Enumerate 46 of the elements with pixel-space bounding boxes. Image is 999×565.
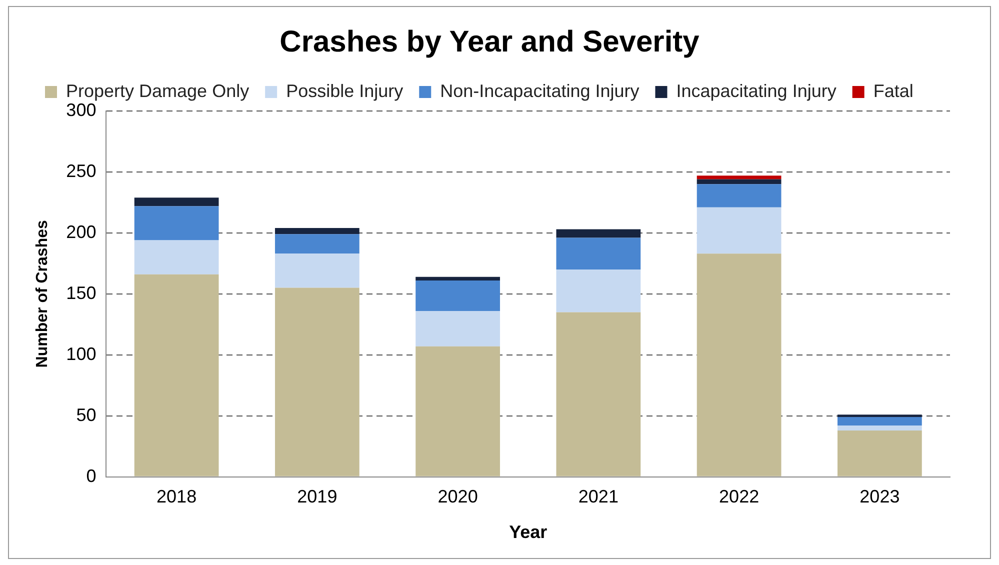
y-tick-label: 250	[66, 160, 96, 181]
bar	[274, 254, 360, 288]
legend-label: Non-Incapacitating Injury	[440, 80, 640, 101]
x-tick-label: 2018	[156, 486, 197, 507]
bar	[134, 240, 219, 274]
y-tick-label: 50	[76, 404, 96, 425]
bar	[416, 346, 500, 476]
chart-title: Crashes by Year and Severity	[280, 25, 700, 58]
bar	[134, 198, 219, 206]
bar	[838, 414, 922, 418]
x-tick-label: 2019	[297, 486, 338, 507]
bar	[134, 206, 219, 240]
bar	[274, 234, 360, 254]
legend-label: Incapacitating Injury	[676, 80, 836, 101]
bar	[416, 310, 500, 346]
y-tick-label: 100	[66, 344, 96, 364]
bar	[696, 254, 782, 476]
x-axis-title: Year	[509, 522, 548, 542]
x-tick-label: 2023	[860, 486, 900, 507]
y-tick-label: 300	[66, 100, 96, 120]
x-tick-label: 2022	[719, 486, 760, 507]
x-tick-label: 2020	[438, 486, 478, 507]
bar	[416, 276, 500, 280]
bar	[274, 228, 360, 234]
y-tick-label: 150	[66, 282, 96, 303]
y-tick-label: 0	[86, 466, 96, 486]
bar	[838, 430, 922, 476]
bar	[556, 229, 641, 238]
bar	[416, 280, 500, 311]
bar	[696, 184, 782, 208]
bar	[838, 426, 922, 430]
bar	[696, 176, 782, 180]
bar	[274, 288, 360, 476]
bar	[134, 274, 219, 476]
y-axis-title: Number of Crashes	[34, 220, 52, 368]
legend-label: Possible Injury	[286, 80, 404, 101]
bar	[838, 417, 922, 426]
x-tick-label: 2021	[578, 486, 618, 507]
bar	[696, 179, 782, 184]
bar	[556, 312, 641, 476]
legend-label: Fatal	[873, 80, 914, 101]
legend-label: Property Damage Only	[66, 80, 250, 101]
bar	[696, 207, 782, 254]
bar	[556, 270, 641, 312]
y-tick-label: 200	[66, 222, 96, 242]
bar	[556, 238, 641, 270]
